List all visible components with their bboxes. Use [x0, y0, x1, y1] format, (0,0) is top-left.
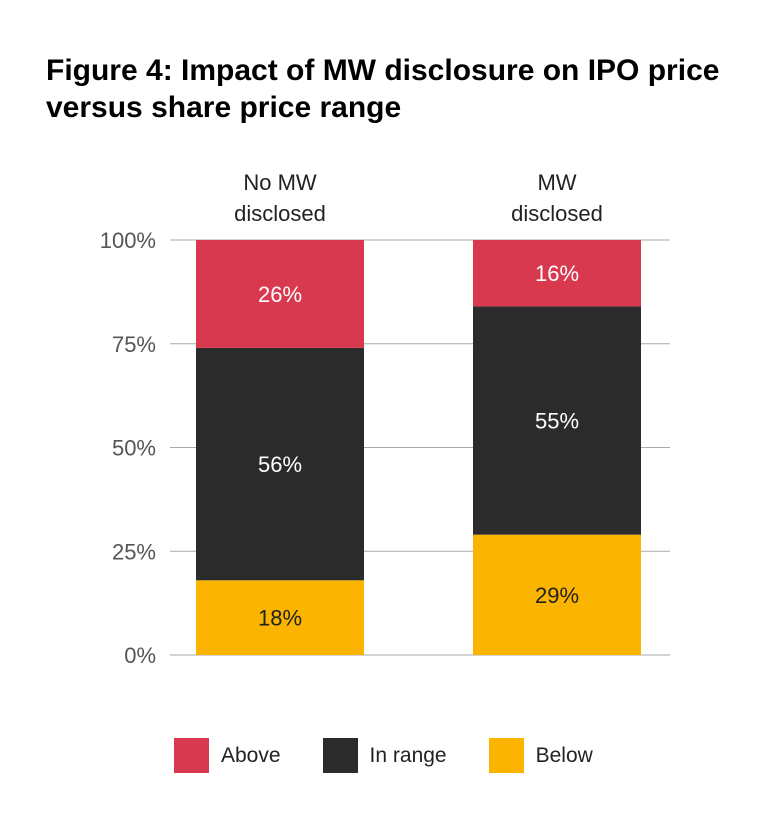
- data-label-below: 18%: [258, 606, 302, 631]
- y-tick-label: 25%: [112, 539, 156, 564]
- data-label-above: 26%: [258, 282, 302, 307]
- y-tick-label: 50%: [112, 436, 156, 461]
- legend-label-below: Below: [535, 743, 593, 767]
- chart-title: Figure 4: Impact of MW disclosure on IPO…: [46, 54, 720, 124]
- bar-segment-in-range: [473, 306, 641, 535]
- legend-swatch-in-range: [322, 738, 358, 773]
- data-label-above: 16%: [535, 261, 579, 286]
- bar-segment-above: [473, 240, 641, 307]
- category-label: MW: [537, 170, 576, 195]
- legend-item-below: Below: [488, 738, 593, 773]
- category-label: disclosed: [234, 201, 326, 226]
- legend-label-above: Above: [221, 743, 281, 767]
- legend: Above In range Below: [174, 738, 635, 773]
- category-label: No MW: [243, 170, 317, 195]
- legend-swatch-below: [488, 738, 524, 773]
- bar-segment-below: [196, 580, 364, 655]
- bar-segment-above: [196, 240, 364, 348]
- bar-segment-in-range: [196, 347, 364, 581]
- legend-item-above: Above: [174, 738, 281, 773]
- y-tick-label: 75%: [112, 332, 156, 357]
- bar-segment-below: [473, 534, 641, 655]
- y-tick-label: 0%: [124, 643, 156, 668]
- legend-item-in-range: In range: [322, 738, 447, 773]
- legend-swatch-above: [174, 738, 209, 773]
- legend-label-in-range: In range: [369, 743, 447, 767]
- category-label: disclosed: [511, 201, 603, 226]
- stacked-bar-chart: 0% 25% 50% 75% 100% No MW disclosed MW disclosed…: [100, 170, 670, 668]
- data-label-in-range: 56%: [258, 452, 302, 477]
- y-tick-label: 100%: [100, 228, 156, 253]
- data-label-below: 29%: [535, 583, 579, 608]
- data-label-in-range: 55%: [535, 409, 579, 434]
